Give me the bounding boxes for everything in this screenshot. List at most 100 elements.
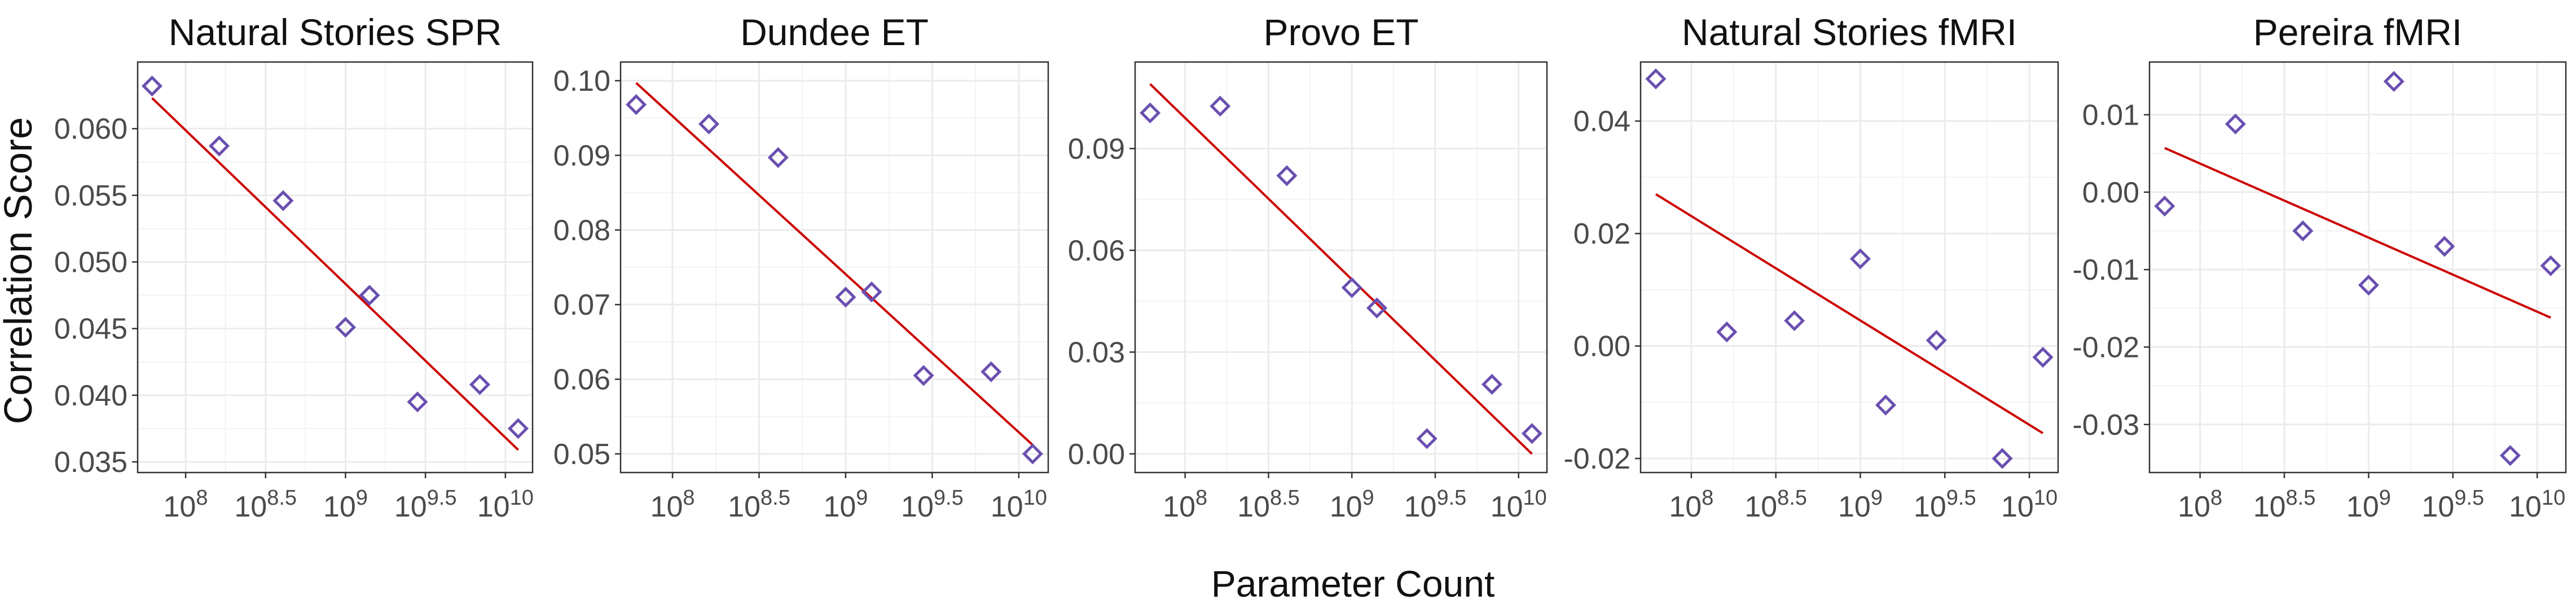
data-point (1784, 310, 1805, 332)
data-point (469, 374, 491, 395)
x-tick-label: 1010 (2001, 486, 2058, 523)
fit-line (635, 82, 1034, 446)
x-axis-title: Parameter Count (1211, 563, 1495, 604)
data-point (2292, 220, 2314, 241)
data-point (1521, 423, 1542, 444)
data-point (626, 94, 647, 115)
x-tick-label: 1010 (991, 486, 1047, 523)
y-tick-label: 0.035 (54, 446, 128, 479)
panel-border (1134, 61, 1548, 474)
chart-panel-4: -0.02 0.00 0.02 0.04 108 108.5 109 109.5 1010 Nat… (1563, 11, 2059, 523)
x-tick-label: 108.5 (1237, 486, 1300, 523)
data-point (2434, 236, 2455, 257)
x-tick-label: 108 (2178, 486, 2222, 523)
data-point (861, 281, 882, 303)
data-point (2383, 70, 2404, 92)
y-tick-label: 0.02 (1573, 218, 1630, 250)
data-point (335, 316, 356, 338)
data-point (208, 135, 230, 157)
y-axis-title: Correlation Score (0, 117, 40, 425)
data-point (1022, 443, 1043, 465)
data-point (2032, 347, 2054, 368)
plot-area (138, 62, 533, 473)
data-point (1416, 428, 1438, 449)
x-tick-label: 109 (823, 486, 868, 523)
x-tick-label: 1010 (2509, 486, 2565, 523)
plot-area (2149, 62, 2566, 473)
data-point (2154, 195, 2175, 217)
x-tick-label: 108 (1669, 486, 1713, 523)
y-tick-label: 0.07 (553, 289, 610, 321)
x-tick-label: 109.5 (394, 486, 457, 523)
data-point (913, 365, 934, 386)
y-tick-label: 0.03 (1068, 336, 1125, 369)
data-point (359, 285, 380, 306)
panel-title: Natural Stories fMRI (1682, 11, 2017, 53)
y-tick-label: 0.00 (1068, 438, 1125, 471)
y-tick-label: 0.045 (54, 313, 128, 346)
data-point (2358, 275, 2379, 296)
y-tick-label: 0.10 (553, 65, 610, 98)
x-tick-label: 108.5 (2253, 486, 2316, 523)
chart-panel-5: -0.03 -0.02 -0.01 0.00 0.01 108 108.5 109 109.5 1… (2072, 11, 2567, 523)
panel-border (1639, 61, 2059, 474)
x-tick-label: 108.5 (728, 486, 790, 523)
data-point (1716, 321, 1738, 343)
y-tick-label: 0.09 (553, 139, 610, 172)
chart-panel-3: 0.00 0.03 0.06 0.09 108 108.5 109 109.5 1010 Prov… (1068, 11, 1548, 523)
data-point (698, 113, 720, 135)
panel-title: Dundee ET (740, 11, 929, 53)
y-tick-label: -0.02 (1563, 443, 1630, 475)
panel-title: Provo ET (1263, 11, 1418, 53)
y-tick-label: 0.00 (2082, 176, 2139, 209)
y-tick-label: -0.03 (2072, 409, 2139, 442)
data-point (1276, 165, 1298, 187)
x-tick-label: 109.5 (2421, 486, 2484, 523)
y-tick-label: 0.04 (1573, 105, 1630, 138)
data-point (1875, 394, 1896, 416)
x-tick-label: 109 (2346, 486, 2391, 523)
y-tick-label: 0.01 (2082, 99, 2139, 131)
chart-panel-2: 0.05 0.06 0.07 0.08 0.09 0.10 108 108.5 109 109.5… (553, 11, 1049, 523)
y-tick-label: 0.055 (54, 179, 128, 212)
data-point (1992, 448, 2013, 469)
data-point (1481, 374, 1503, 395)
fit-line (1149, 83, 1533, 455)
data-point (767, 147, 789, 168)
data-point (981, 361, 1002, 382)
x-tick-label: 108 (1163, 486, 1207, 523)
x-tick-label: 109.5 (901, 486, 964, 523)
x-tick-label: 109.5 (1914, 486, 1976, 523)
data-point (1366, 297, 1388, 319)
x-tick-label: 109 (1330, 486, 1374, 523)
y-tick-label: 0.06 (1068, 235, 1125, 267)
x-tick-label: 108 (164, 486, 208, 523)
x-tick-label: 109.5 (1404, 486, 1467, 523)
data-point (407, 391, 428, 413)
y-tick-label: 0.08 (553, 214, 610, 247)
data-point (507, 418, 529, 439)
data-point (272, 190, 294, 211)
x-tick-label: 108.5 (234, 486, 297, 523)
y-tick-label: 0.09 (1068, 133, 1125, 165)
plot-area (1135, 62, 1547, 473)
x-tick-label: 108 (650, 486, 695, 523)
data-point (1341, 277, 1362, 298)
data-point (1926, 330, 1947, 351)
panel-title: Pereira fMRI (2253, 11, 2462, 53)
data-point (2540, 255, 2561, 276)
data-point (1645, 68, 1667, 90)
data-point (2499, 445, 2521, 466)
data-point (835, 286, 856, 308)
x-tick-label: 1010 (477, 486, 534, 523)
x-tick-label: 109 (323, 486, 368, 523)
x-tick-label: 1010 (1491, 486, 1547, 523)
fit-line (151, 97, 519, 451)
fit-line (1655, 193, 2044, 434)
y-tick-label: 0.060 (54, 113, 128, 145)
panel-title: Natural Stories SPR (169, 11, 502, 53)
fit-line (2164, 147, 2551, 319)
y-tick-label: 0.00 (1573, 330, 1630, 363)
chart-panel-1: 0.035 0.040 0.045 0.050 0.055 0.060 108 108.5 10… (54, 11, 534, 523)
